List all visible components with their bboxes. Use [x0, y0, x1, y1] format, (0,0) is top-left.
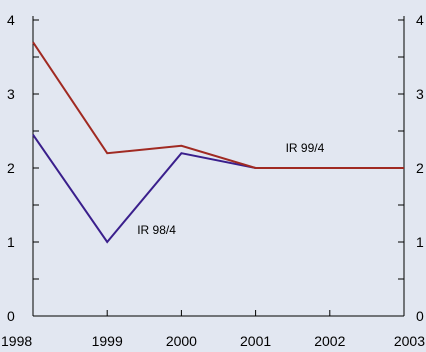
y-tick-label-right: 3 — [416, 86, 424, 102]
x-tick-label: 2000 — [166, 333, 197, 349]
series-group — [32, 41, 404, 244]
y-tick-label-left: 2 — [7, 160, 15, 176]
y-tick-label-left: 0 — [7, 308, 15, 324]
x-tick-label: 2001 — [240, 333, 271, 349]
axes-group — [32, 16, 405, 317]
y-tick-label-right: 0 — [416, 308, 424, 324]
y-tick-label-right: 4 — [416, 12, 424, 28]
x-tick-label: 2002 — [314, 333, 345, 349]
series-line-ir-99-4 — [32, 41, 404, 169]
x-tick-label: 1999 — [92, 333, 123, 349]
x-tick-label: 1998 — [1, 333, 32, 349]
y-tick-label-left: 1 — [7, 234, 15, 250]
y-tick-label-left: 4 — [7, 12, 15, 28]
y-tick-label-right: 2 — [416, 160, 424, 176]
series-label-ir-98-4: IR 98/4 — [137, 223, 176, 237]
labels-group: 0 0 1 1 2 2 3 3 4 4 1998 1999 2000 2001 2002 2003 IR 98/… — [1, 12, 425, 349]
series-label-ir-99-4: IR 99/4 — [286, 141, 325, 155]
y-tick-label-right: 1 — [416, 234, 424, 250]
y-tick-label-left: 3 — [7, 86, 15, 102]
x-tick-label: 2003 — [394, 333, 425, 349]
